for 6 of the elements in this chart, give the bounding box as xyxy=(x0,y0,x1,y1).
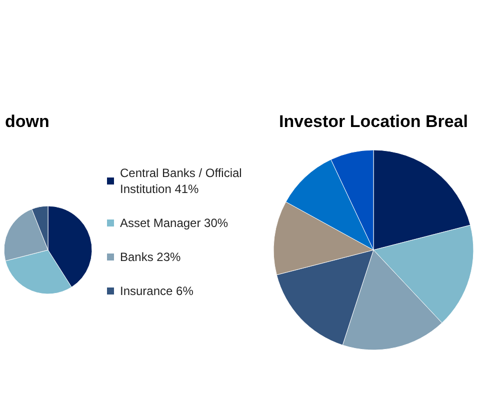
chart-title: down xyxy=(5,112,50,131)
legend-label: Banks 23% xyxy=(120,250,182,264)
legend-label: Central Banks / Official Institution 41% xyxy=(120,166,246,196)
legend-label: Asset Manager 30% xyxy=(120,216,228,230)
legend-label: Insurance 6% xyxy=(120,284,194,298)
chart-title: Investor Location Breal xyxy=(279,112,468,131)
